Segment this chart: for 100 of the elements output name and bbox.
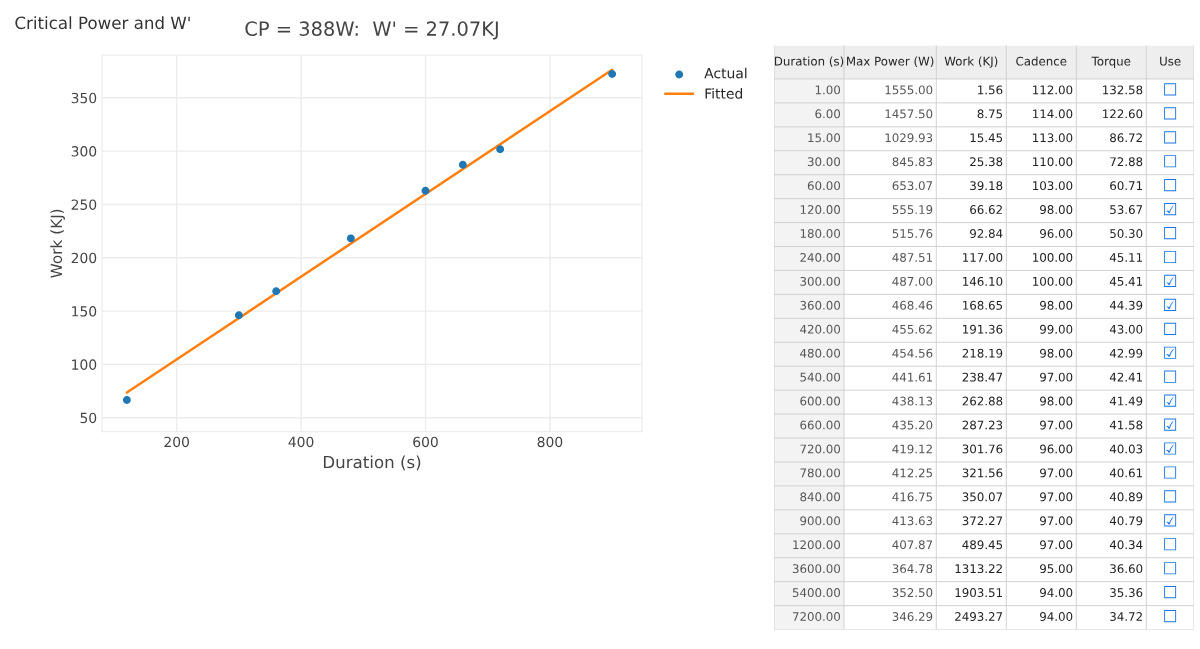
text: 96.00 [1040,229,1073,238]
point [458,160,467,169]
text: 122.60 [1103,109,1143,119]
text: 364.78 [892,564,933,574]
text: 98.00 [1040,300,1073,310]
text: Critical Power and W' [15,16,190,30]
text: 97.00 [1040,540,1073,550]
text: 112.00 [1033,85,1073,95]
text: 41.58 [1109,420,1143,430]
text: 5400.00 [792,588,841,598]
text: 40.79 [1109,516,1143,526]
y-tick-label: 250 [71,199,97,210]
text: 468.46 [892,300,933,310]
text: 435.20 [892,420,933,430]
y-tick-label: 300 [71,146,97,157]
text: 40.61 [1109,468,1142,478]
text: 191.36 [963,324,1003,334]
text: 1029.93 [885,133,933,143]
text: 515.76 [892,229,933,238]
text: 840.00 [800,492,841,502]
text: ☐ [1164,179,1177,192]
text: ☑ [1164,442,1177,455]
text: 35.36 [1110,588,1143,598]
x-tick-label: 800 [537,436,563,448]
text: ☑ [1164,203,1177,216]
text: 34.72 [1110,612,1142,621]
text: 218.19 [962,348,1003,358]
text: 480.00 [800,348,841,358]
y-tick-label: 350 [71,92,97,104]
text: Max Power (W) [847,56,934,67]
text: Torque [1091,56,1131,68]
text: ☐ [1164,155,1177,168]
text: 60.00 [807,181,841,191]
text: 39.18 [970,181,1003,191]
text: 97.00 [1040,492,1073,502]
text: 287.23 [962,420,1003,430]
text: 420.00 [800,324,841,334]
text: ☐ [1164,370,1177,383]
text: 40.03 [1109,444,1143,454]
text: 114.00 [1033,109,1073,119]
text: 1457.50 [885,109,933,119]
text: 416.75 [892,492,933,502]
point [272,287,281,296]
text: ☐ [1164,107,1177,120]
text: 540.00 [800,372,841,382]
y-tick-label: 50 [80,412,97,424]
text: 262.88 [962,396,1003,406]
text: Use [1160,56,1181,66]
text: 2493.27 [955,612,1003,621]
text: 94.00 [1040,588,1073,598]
text: 360.00 [800,300,841,310]
text: ☐ [1164,562,1177,575]
text: 50.30 [1110,229,1143,238]
text: ☐ [1164,466,1177,479]
text: 240.00 [800,252,841,262]
text: 455.62 [892,324,932,334]
text: 60.71 [1110,181,1142,191]
text: ☑ [1164,298,1177,311]
text: 900.00 [800,516,841,526]
text: ☐ [1164,226,1177,240]
text: 1313.22 [955,564,1002,574]
text: 720.00 [800,444,841,454]
text: 780.00 [800,468,841,478]
x-tick-label: 400 [288,436,314,448]
text: 117.00 [963,252,1003,262]
text: 15.00 [808,133,841,143]
text: 372.27 [962,516,1003,526]
text: 600.00 [800,396,841,406]
text: 168.65 [963,300,1003,310]
text: 53.67 [1110,205,1143,215]
text: ☐ [1164,538,1177,551]
text: 555.19 [892,205,933,215]
text: 120.00 [800,205,841,215]
text: 44.39 [1109,300,1143,310]
text: 845.83 [892,157,933,167]
point [234,311,243,320]
text: 98.00 [1040,205,1073,215]
text: 1.56 [978,85,1003,95]
text: 1555.00 [885,85,933,95]
text: 97.00 [1040,516,1073,526]
text: 97.00 [1040,420,1073,430]
text: 300.00 [800,276,841,286]
text: 238.47 [962,372,1003,382]
text: 72.88 [1110,157,1143,167]
text: 419.12 [892,444,932,454]
text: 413.63 [892,516,933,526]
point [122,396,131,404]
text: 86.72 [1110,133,1142,143]
text: 1.00 [815,85,841,95]
x-tick-label: 600 [413,436,438,448]
text: 45.11 [1109,253,1142,262]
text: 146.10 [963,276,1003,286]
text: 95.00 [1040,564,1073,574]
text: 7200.00 [792,612,841,621]
text: 97.00 [1040,372,1073,382]
text: 301.76 [962,444,1003,454]
text: 43.00 [1109,324,1143,334]
text: 412.25 [892,468,933,478]
text: 8.75 [977,109,1003,119]
text: ☑ [1164,274,1177,288]
